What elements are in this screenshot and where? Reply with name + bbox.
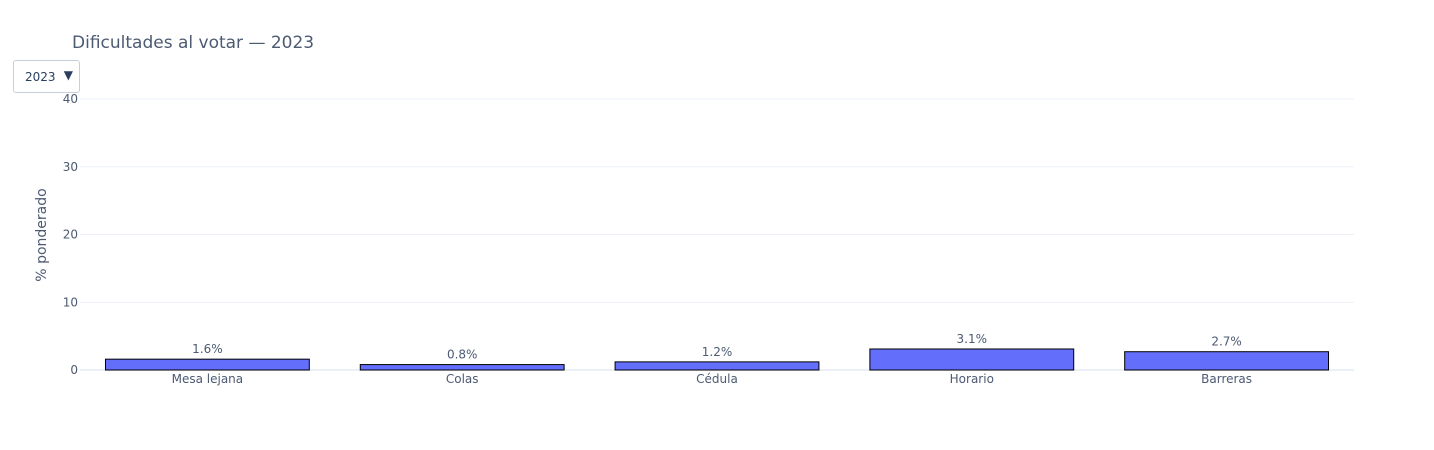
y-axis-ticks: 0 10 20 30 40 [63,92,78,377]
bar[interactable] [1124,351,1330,371]
x-tick-label: Horario [950,372,994,386]
year-dropdown[interactable]: 2023 ▼ [13,60,80,93]
bar[interactable] [104,358,310,371]
y-tick-label: 10 [63,295,78,309]
bar-data-label: 0.8% [447,348,478,362]
bar[interactable] [614,361,820,371]
x-tick-label: Barreras [1201,372,1252,386]
x-axis-ticks: Mesa lejana Colas Cédula Horario Barreras [172,372,1252,386]
y-axis-title: % ponderado [34,188,50,281]
bar[interactable] [869,348,1075,371]
x-tick-label: Colas [446,372,479,386]
y-tick-label: 30 [63,160,78,174]
bar-data-label: 1.2% [702,345,733,359]
grid-lines [80,98,1354,371]
y-tick-label: 20 [63,228,78,242]
x-tick-label: Cédula [696,372,738,386]
x-tick-label: Mesa lejana [172,372,244,386]
bar-data-label: 2.7% [1211,335,1242,349]
y-tick-label: 40 [63,92,78,106]
year-dropdown-value: 2023 [25,70,56,84]
bar-data-label: 3.1% [957,332,988,346]
bars: 1.6% 0.8% 1.2% 3.1% 2.7% [104,332,1330,371]
bar-data-label: 1.6% [192,342,223,356]
y-tick-label: 0 [70,363,78,377]
bar[interactable] [359,364,565,371]
chart-title: Dificultades al votar — 2023 [72,33,315,53]
triangle-down-icon: ▼ [63,68,73,82]
